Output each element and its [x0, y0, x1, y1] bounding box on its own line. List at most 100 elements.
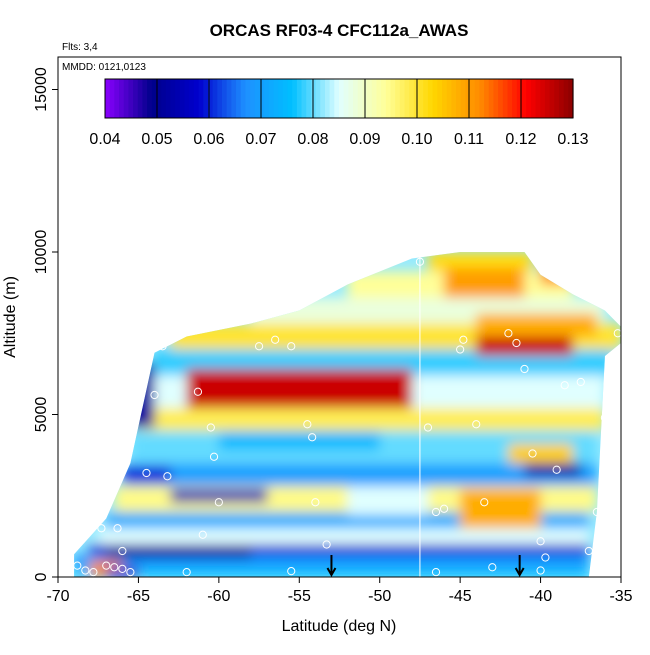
sample-point	[311, 498, 320, 507]
colorbar-swatch	[161, 79, 167, 118]
sample-point	[97, 524, 106, 533]
colorbar-tick-label: 0.10	[401, 131, 432, 148]
sample-point	[158, 342, 167, 351]
sample-point	[459, 335, 468, 344]
colorbar-swatch	[441, 79, 448, 118]
colorbar-swatch	[137, 79, 144, 118]
colorbar-swatch	[324, 79, 331, 118]
colorbar-swatch	[282, 79, 289, 118]
sample-point	[504, 329, 513, 338]
sample-point	[118, 564, 127, 573]
colorbar-swatch	[170, 79, 176, 118]
colorbar-swatch	[409, 79, 415, 118]
x-tick-label: -50	[368, 588, 391, 605]
y-tick-label: 15000	[33, 67, 50, 112]
sample-point	[528, 449, 537, 458]
colorbar-swatch	[563, 79, 569, 118]
colorbar-swatch	[226, 79, 232, 118]
colorbar-tick-label: 0.09	[349, 131, 380, 148]
colorbar-swatch	[404, 79, 410, 118]
field-feature	[476, 313, 597, 337]
sample-point	[480, 498, 489, 507]
sample-point	[303, 420, 312, 429]
colorbar-swatch	[460, 79, 466, 118]
colorbar-swatch	[193, 79, 200, 118]
sample-point	[439, 504, 449, 513]
colorbar-swatch	[456, 79, 462, 118]
sample-point	[308, 433, 317, 442]
colorbar-swatch	[236, 79, 242, 118]
sample-point	[552, 465, 561, 474]
colorbar-swatch	[502, 79, 509, 118]
colorbar-tick-label: 0.12	[505, 131, 536, 148]
colorbar-swatch	[151, 79, 158, 118]
sample-point	[271, 335, 280, 344]
colorbar-swatch	[264, 79, 270, 118]
field-feature	[106, 546, 252, 558]
sample-point	[512, 338, 521, 348]
sample-point	[193, 387, 203, 396]
colorbar-swatch	[554, 79, 560, 118]
flight-markers	[326, 555, 525, 578]
x-tick-label: -45	[449, 588, 472, 605]
colorbar-swatch	[175, 79, 181, 118]
colorbar-swatch	[498, 79, 504, 118]
colorbar-swatch	[474, 79, 480, 118]
flight-marker-arrow	[514, 555, 525, 578]
colorbar-swatch	[217, 79, 223, 118]
colorbar-swatch	[549, 79, 555, 118]
colorbar-swatch	[203, 79, 209, 118]
sample-point	[456, 345, 465, 354]
sample-point	[423, 423, 433, 432]
colorbar-swatch	[179, 79, 186, 118]
colorbar-tick-label: 0.07	[245, 131, 276, 148]
sample-point	[287, 567, 296, 576]
flights-label: Flts: 3,4	[62, 42, 98, 53]
colorbar-swatch	[357, 79, 363, 118]
colorbar-swatch	[268, 79, 275, 118]
sample-point	[182, 568, 191, 577]
sample-point	[431, 568, 441, 577]
y-tick-label: 5000	[33, 397, 50, 433]
chart-title: ORCAS RF03-4 CFC112a_AWAS	[210, 21, 469, 40]
colorbar-swatch	[544, 79, 551, 118]
colorbar-swatch	[521, 79, 527, 118]
sample-point	[206, 423, 215, 432]
colorbar-swatch	[133, 79, 139, 118]
sample-point	[150, 390, 159, 400]
sample-point	[73, 561, 82, 570]
colorbar-swatch	[437, 79, 443, 118]
colorbar	[104, 78, 574, 119]
colorbar-swatch	[568, 79, 574, 118]
colorbar-swatch	[540, 79, 546, 118]
colorbar-swatch	[320, 79, 326, 118]
field-feature	[122, 466, 171, 483]
plot-area	[57, 56, 622, 578]
sample-point	[520, 364, 529, 374]
colorbar-swatch	[493, 79, 499, 118]
colorbar-swatch	[470, 79, 476, 118]
sample-point	[142, 468, 151, 478]
colorbar-swatch	[142, 79, 148, 118]
colorbar-swatch	[105, 79, 111, 118]
field-feature	[218, 430, 380, 451]
sample-point	[415, 257, 425, 266]
sample-point	[287, 342, 296, 351]
colorbar-swatch	[488, 79, 495, 118]
colorbar-swatch	[315, 79, 321, 118]
colorbar-swatch	[329, 79, 335, 118]
sample-point	[536, 566, 545, 575]
colorbar-swatch	[530, 79, 537, 118]
colorbar-swatch	[423, 79, 429, 118]
field-blur-group	[74, 252, 621, 577]
colorbar-tick-label: 0.06	[193, 131, 224, 148]
sample-point	[113, 524, 122, 533]
colorbar-swatch	[310, 79, 317, 118]
heatmap-field	[74, 252, 621, 577]
field-feature	[170, 489, 268, 503]
field-feature	[347, 486, 428, 516]
sample-point	[163, 472, 172, 481]
sample-point	[541, 553, 550, 562]
sample-point	[198, 530, 207, 539]
